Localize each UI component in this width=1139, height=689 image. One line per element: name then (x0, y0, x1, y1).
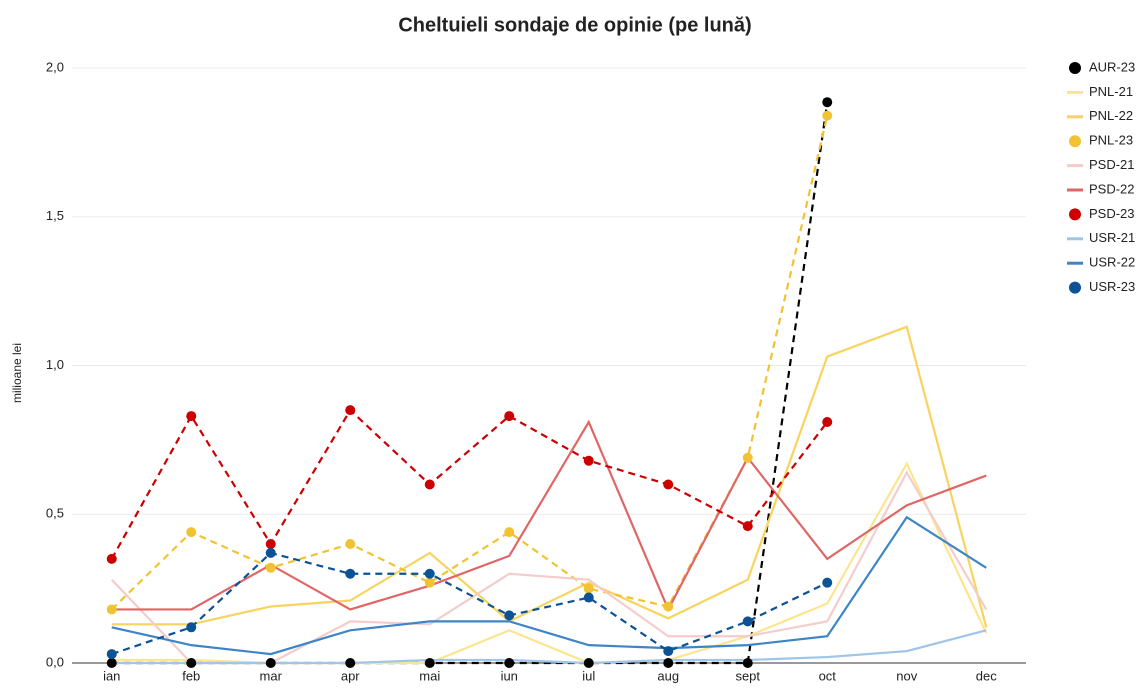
point (583, 592, 594, 603)
x-tick-label: mar (260, 668, 283, 683)
point (504, 411, 515, 422)
point (663, 479, 674, 490)
point (742, 616, 753, 627)
point (186, 658, 197, 668)
legend-label: PSD-21 (1089, 157, 1135, 172)
y-tick-label: 0,0 (46, 654, 64, 669)
legend-marker (1069, 62, 1081, 74)
point (822, 97, 833, 108)
series-line (111, 102, 829, 665)
point (106, 553, 117, 564)
series-line (110, 408, 829, 560)
x-tick-label: mai (419, 668, 440, 683)
point (822, 110, 833, 121)
y-axis-label: milioane lei (10, 343, 24, 403)
point (663, 658, 674, 668)
x-tick-label: nov (896, 668, 917, 683)
series-line (111, 515, 987, 656)
point (186, 527, 197, 538)
point (345, 405, 356, 416)
point (345, 539, 356, 549)
point (424, 568, 435, 579)
point (265, 547, 276, 558)
point (345, 568, 356, 579)
legend-label: USR-23 (1089, 279, 1135, 294)
series-line (111, 551, 828, 656)
legend-label: PNL-21 (1089, 84, 1133, 99)
point (424, 479, 435, 490)
y-tick-label: 1,0 (46, 357, 64, 372)
point (265, 562, 276, 573)
series-line (110, 470, 988, 665)
point (186, 411, 197, 422)
legend-label: PSD-22 (1089, 181, 1135, 196)
point (583, 455, 594, 466)
point (424, 658, 435, 668)
point (345, 658, 356, 668)
point (504, 658, 515, 668)
point (504, 527, 515, 538)
point (663, 601, 674, 612)
legend-marker (1069, 135, 1081, 148)
point (424, 577, 435, 588)
point (583, 658, 594, 668)
x-tick-label: iun (501, 668, 518, 683)
point (106, 649, 117, 660)
legend-label: PSD-23 (1089, 206, 1135, 221)
series-line (111, 419, 987, 613)
y-tick-label: 2,0 (46, 59, 64, 74)
legend-label: USR-22 (1089, 255, 1135, 270)
point (822, 577, 833, 588)
point (106, 658, 117, 668)
point (822, 417, 833, 428)
legend-marker (1069, 208, 1081, 221)
point (265, 539, 276, 549)
point (742, 452, 753, 463)
point (742, 521, 753, 532)
x-tick-label: dec (976, 668, 997, 683)
series-line (110, 115, 829, 611)
point (106, 604, 117, 615)
point (265, 658, 276, 668)
y-tick-label: 0,5 (46, 506, 64, 521)
x-tick-label: apr (341, 668, 360, 683)
x-tick-label: iul (582, 668, 595, 683)
y-tick-label: 1,5 (46, 208, 64, 223)
x-tick-label: ian (103, 668, 120, 683)
point (583, 583, 594, 594)
legend-label: AUR-23 (1089, 59, 1135, 74)
point (742, 658, 753, 668)
x-tick-label: oct (819, 668, 837, 683)
x-tick-label: feb (182, 668, 200, 683)
series-line (111, 325, 988, 628)
series-line (111, 629, 987, 665)
x-tick-label: sept (735, 668, 760, 683)
legend-label: USR-21 (1089, 230, 1135, 245)
x-tick-label: aug (657, 668, 679, 683)
legend-label: PNL-22 (1089, 108, 1133, 123)
point (663, 646, 674, 657)
point (504, 610, 515, 621)
point (186, 622, 197, 633)
legend-label: PNL-23 (1089, 133, 1133, 148)
chart-title: Cheltuieli sondaje de opinie (pe lună) (398, 14, 751, 36)
legend-marker (1069, 281, 1081, 294)
